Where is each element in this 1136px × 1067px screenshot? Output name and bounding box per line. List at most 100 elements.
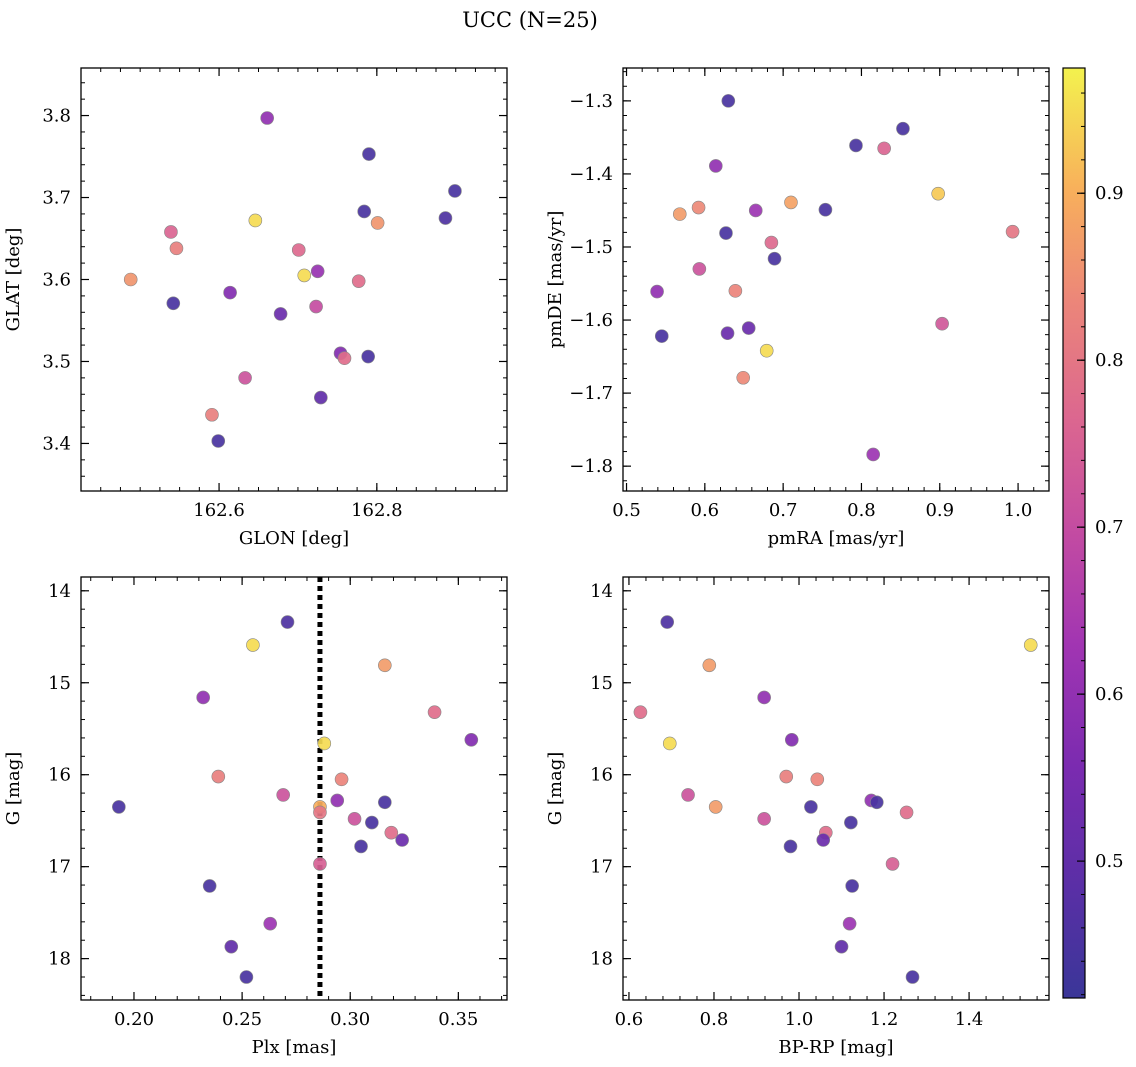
colorbar-gradient [1062, 67, 1086, 999]
data-point [783, 839, 798, 854]
x-tick-label: 1.0 [1004, 500, 1033, 521]
data-point [354, 839, 368, 854]
data-point [877, 141, 891, 156]
data-point [767, 251, 782, 266]
y-tick-label: 18 [48, 949, 71, 970]
data-point [211, 769, 226, 784]
y-tick-label: 3.5 [42, 351, 71, 372]
y-tick-label: −1.7 [569, 383, 613, 404]
x-tick-label: 1.2 [870, 1009, 899, 1030]
data-point [334, 772, 349, 787]
data-point [211, 434, 226, 448]
x-axis-label: BP-RP [mag] [778, 1037, 893, 1058]
colorbar-tick-label: 0.5 [1095, 851, 1124, 872]
data-point [757, 690, 771, 705]
data-point [784, 195, 798, 210]
y-axis-label: G [mag] [3, 752, 24, 825]
data-point [164, 225, 178, 239]
data-point [239, 970, 254, 984]
panel-plx_g: 0.20 0.25 0.30 0.35 14 15 16 17 18 Plx [mas] G [ma… [3, 576, 508, 1058]
axes-frame [622, 67, 1050, 492]
y-tick-label: 3.6 [42, 270, 71, 291]
data-point [708, 800, 723, 814]
data-point [728, 284, 743, 298]
data-point [708, 159, 723, 173]
colorbar-tick-label: 0.8 [1095, 350, 1124, 371]
data-point [834, 939, 849, 954]
data-point [741, 321, 756, 335]
data-point [464, 732, 479, 747]
panel-pm: 0.5 0.6 0.7 0.8 0.9 1.0 −1.8 −1.7 −1.6 −1.5 −1.4 −1… [545, 67, 1050, 549]
y-tick-label: −1.4 [569, 164, 613, 185]
data-point [1005, 224, 1020, 239]
data-point [365, 815, 379, 830]
data-point [395, 833, 409, 847]
data-point [896, 121, 910, 136]
data-point [866, 447, 880, 462]
y-tick-label: 17 [590, 857, 613, 878]
data-point [223, 285, 237, 300]
data-point [280, 615, 295, 629]
data-point [202, 879, 217, 893]
data-point [845, 879, 859, 893]
y-tick-label: 3.8 [42, 106, 71, 127]
x-axis-label: Plx [mas] [252, 1037, 337, 1058]
data-point [764, 235, 779, 250]
data-point [779, 769, 794, 784]
data-point [224, 939, 239, 954]
y-tick-label: −1.5 [569, 237, 613, 258]
data-point [810, 772, 825, 787]
x-tick-label: 0.8 [847, 500, 876, 521]
data-point [357, 204, 372, 219]
data-point [361, 349, 375, 364]
data-point [784, 732, 799, 747]
colorbar: 0.5 0.6 0.7 0.8 0.9 [1062, 67, 1124, 999]
axes-frame [622, 576, 1050, 1001]
data-point [691, 200, 706, 215]
data-point [816, 833, 831, 847]
data-point [672, 207, 687, 221]
x-tick-label: 162.8 [351, 500, 403, 521]
y-axis-label: pmDE [mas/yr] [545, 211, 566, 349]
data-point [931, 186, 945, 201]
x-tick-label: 1.4 [955, 1009, 984, 1030]
data-point [692, 262, 707, 276]
x-axis-label: GLON [deg] [239, 528, 349, 549]
data-point [291, 243, 306, 257]
data-point [438, 211, 453, 225]
data-point [721, 94, 736, 108]
y-axis-label: G [mag] [545, 752, 566, 825]
colorbar-tick-label: 0.6 [1095, 684, 1124, 705]
data-point [842, 916, 857, 931]
data-point [297, 268, 312, 283]
x-tick-label: 1.0 [785, 1009, 814, 1030]
y-tick-label: 17 [48, 857, 71, 878]
y-tick-label: 16 [590, 765, 613, 786]
data-point [314, 390, 328, 405]
data-point [351, 274, 366, 288]
data-point [112, 800, 126, 814]
x-tick-label: 0.30 [330, 1009, 370, 1030]
data-point [238, 371, 252, 385]
data-point [313, 805, 327, 820]
y-axis-label: GLAT [deg] [3, 228, 24, 332]
colorbar-tick-label: 0.9 [1095, 183, 1124, 204]
data-point [681, 788, 695, 802]
data-point [313, 857, 327, 871]
y-tick-label: 14 [48, 581, 71, 602]
data-point [370, 216, 385, 230]
x-tick-label: 0.5 [612, 500, 641, 521]
axes-frame [80, 576, 508, 1001]
data-point [384, 825, 399, 840]
data-point [804, 800, 818, 814]
data-point [248, 213, 263, 228]
y-tick-label: 15 [590, 673, 613, 694]
x-tick-label: 0.6 [691, 500, 720, 521]
y-tick-label: 3.7 [42, 188, 71, 209]
data-point [660, 615, 675, 629]
data-point [662, 736, 677, 751]
data-point [310, 264, 325, 279]
y-tick-label: −1.3 [569, 91, 613, 112]
data-point [260, 111, 274, 125]
x-tick-label: 162.6 [193, 500, 245, 521]
